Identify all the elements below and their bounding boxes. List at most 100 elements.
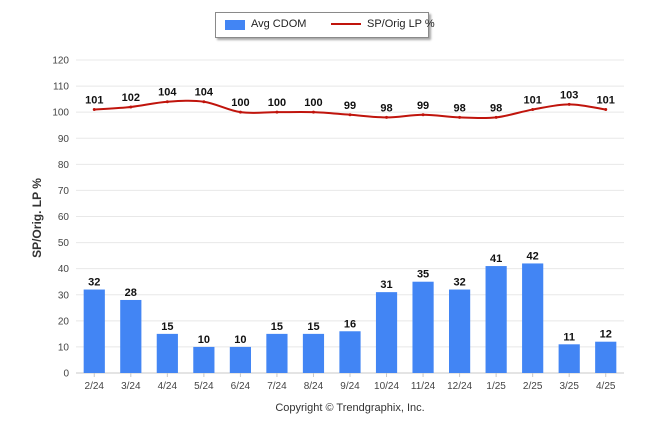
x-tick-label: 2/25: [523, 381, 543, 392]
legend-bar-swatch: [225, 20, 245, 30]
bar: [595, 341, 617, 373]
line-series: [92, 99, 608, 120]
legend-bar-label: Avg CDOM: [251, 18, 307, 30]
line-point: [202, 100, 206, 104]
y-tick-label: 40: [58, 264, 70, 275]
bar: [266, 333, 288, 373]
legend: Avg CDOM SP/Orig LP %: [215, 12, 435, 38]
bar: [120, 299, 142, 373]
bar: [339, 331, 361, 373]
bar: [558, 344, 580, 373]
bar: [156, 333, 178, 373]
x-tick-label: 4/24: [158, 381, 178, 392]
bar: [522, 263, 544, 373]
bar: [412, 281, 434, 373]
line-point: [604, 108, 608, 112]
legend-line-swatch: [331, 23, 361, 25]
line-point: [275, 110, 279, 114]
y-tick-label: 20: [58, 316, 70, 327]
y-axis-label: SP/Orig. LP %: [30, 178, 44, 258]
line-value-label: 98: [490, 102, 502, 114]
line-value-label: 100: [231, 97, 249, 109]
y-tick-label: 100: [52, 108, 69, 119]
bar-value-label: 16: [344, 318, 356, 330]
bar-value-label: 15: [307, 321, 319, 333]
line-value-label: 100: [268, 97, 286, 109]
y-tick-label: 30: [58, 290, 70, 301]
x-tick-label: 10/24: [374, 381, 399, 392]
legend-line-label: SP/Orig LP %: [367, 18, 435, 30]
y-tick-labels: 0 10 20 30 40 50 60 70 80 90 100 110 120: [52, 56, 69, 380]
x-tick-label: 8/24: [304, 381, 324, 392]
bar: [229, 346, 251, 373]
line-value-label: 104: [195, 87, 214, 99]
bar: [193, 346, 215, 373]
line-point: [165, 100, 169, 104]
line-value-label: 99: [344, 100, 356, 112]
x-tick-label: 12/24: [447, 381, 472, 392]
line-value-label: 100: [304, 97, 322, 109]
data-labels: 32 28 15 10 10 15 15 16 31 35 32 41 42 11 12 101 102 104 1…: [85, 87, 615, 346]
line-point: [494, 115, 498, 119]
line-value-label: 101: [523, 95, 541, 107]
y-tick-label: 110: [53, 82, 69, 93]
line-value-label: 101: [85, 95, 103, 107]
bar-value-label: 35: [417, 269, 429, 281]
line-value-label: 104: [158, 87, 177, 99]
x-tick-label: 3/24: [121, 381, 141, 392]
line-point: [567, 102, 571, 106]
bar: [375, 292, 398, 373]
grid-lines: [76, 59, 624, 374]
bar: [83, 289, 105, 373]
copyright-credit: Copyright © Trendgraphix, Inc.: [275, 402, 425, 414]
line-value-label: 103: [560, 89, 578, 101]
line-point: [129, 105, 133, 109]
y-tick-label: 10: [58, 342, 70, 353]
x-tick-labels: 2/24 3/24 4/24 5/24 6/24 7/24 8/24 9/24 10/24 11/…: [85, 373, 616, 392]
bar: [449, 289, 471, 373]
x-tick-label: 9/24: [340, 381, 360, 392]
line-point: [458, 115, 462, 119]
x-tick-label: 6/24: [231, 381, 251, 392]
y-tick-label: 50: [58, 238, 70, 249]
bar-value-label: 31: [380, 279, 392, 291]
x-tick-label: 1/25: [486, 381, 506, 392]
line-point: [311, 110, 315, 114]
y-tick-label: 0: [63, 369, 69, 380]
y-tick-label: 80: [58, 160, 70, 171]
bar-value-label: 41: [490, 253, 502, 265]
bar-value-label: 15: [161, 321, 173, 333]
bar-value-label: 32: [88, 277, 100, 289]
bar-value-label: 28: [125, 287, 137, 299]
line-point: [238, 110, 242, 114]
line-point: [385, 115, 389, 119]
y-tick-label: 120: [52, 56, 69, 67]
bar: [302, 333, 325, 373]
y-tick-label: 60: [58, 212, 70, 223]
line-point: [92, 108, 96, 112]
y-tick-label: 90: [58, 134, 70, 145]
line-value-label: 98: [453, 102, 465, 114]
bar-value-label: 11: [563, 331, 575, 343]
bar-value-label: 32: [453, 277, 465, 289]
line-value-label: 99: [417, 100, 429, 112]
x-tick-label: 5/24: [194, 381, 214, 392]
line-point: [421, 113, 425, 117]
bar-value-label: 10: [198, 334, 210, 346]
x-tick-label: 2/24: [85, 381, 105, 392]
line-value-label: 98: [380, 102, 392, 114]
x-tick-label: 11/24: [411, 381, 436, 392]
bar-value-label: 12: [600, 329, 612, 341]
bar-value-label: 10: [234, 334, 246, 346]
bar-value-label: 42: [527, 250, 539, 262]
x-tick-label: 7/24: [267, 381, 287, 392]
x-tick-label: 3/25: [559, 381, 579, 392]
bar-series: [83, 263, 617, 373]
y-tick-label: 70: [58, 186, 70, 197]
bar: [485, 266, 507, 373]
line-value-label: 102: [122, 92, 140, 104]
x-tick-label: 4/25: [596, 381, 616, 392]
bar-value-label: 15: [271, 321, 283, 333]
line-value-label: 101: [597, 95, 615, 107]
